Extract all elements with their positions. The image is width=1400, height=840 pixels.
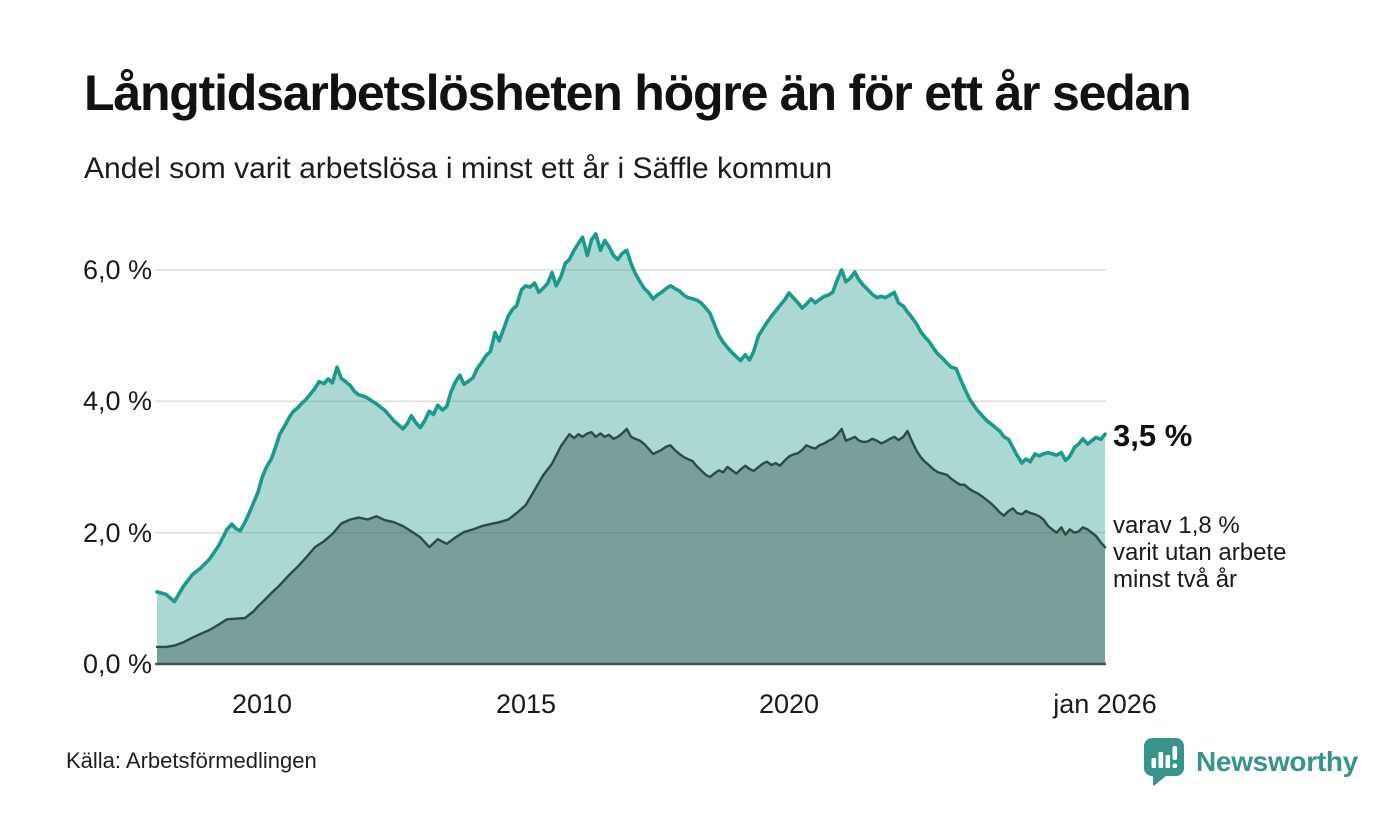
x-tick-label: 2015 xyxy=(495,689,557,719)
secondary-annotation-line: varav 1,8 % xyxy=(1113,512,1240,539)
page-subtitle: Andel som varit arbetslösa i minst ett å… xyxy=(84,152,833,185)
y-tick-label: 4,0 % xyxy=(82,386,152,417)
series-1-line xyxy=(155,427,1107,649)
newsworthy-speech-bubble-bars-icon xyxy=(1144,738,1184,786)
brand-logo: Newsworthy xyxy=(1142,737,1358,787)
y-tick-label: 6,0 % xyxy=(82,255,152,285)
x-tick-label: jan 2026 xyxy=(1053,689,1157,719)
x-tick-label: 2020 xyxy=(758,689,820,719)
x-tick-label: 2010 xyxy=(231,689,293,719)
series-0-area xyxy=(157,233,1105,664)
series-1-area xyxy=(157,428,1105,664)
series-0-line xyxy=(155,232,1107,604)
page-title: Långtidsarbetslösheten högre än för ett … xyxy=(84,65,1192,121)
secondary-annotation: varav 1,8 % varit utan arbete minst två … xyxy=(1113,512,1286,593)
brand-name: Newsworthy xyxy=(1196,746,1358,777)
y-tick-label: 0,0 % xyxy=(82,649,152,679)
latest-value-label: 3,5 % xyxy=(1113,418,1193,453)
source-caption: Källa: Arbetsförmedlingen xyxy=(66,748,317,773)
y-tick-label: 2,0 % xyxy=(82,517,152,548)
secondary-annotation-line: varit utan arbete xyxy=(1113,539,1287,566)
gridlines xyxy=(155,269,1106,534)
secondary-annotation-line: minst två år xyxy=(1113,566,1238,593)
